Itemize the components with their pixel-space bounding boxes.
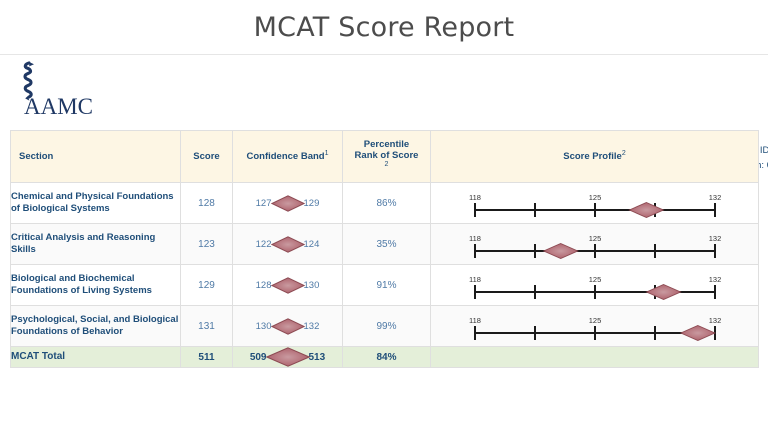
confidence-band-diamond-icon [270, 276, 305, 294]
score-profile-text: Score Profile [563, 151, 622, 163]
band-high-value: 130 [303, 279, 320, 291]
aamc-logo: AAMC [10, 61, 114, 123]
cell-section-name: Psychological, Social, and Biological Fo… [10, 305, 181, 347]
total-band-low-value: 509 [249, 351, 267, 363]
confidence-band-text: Confidence Band [246, 151, 325, 163]
cell-section-name: Biological and Biochemical Foundations o… [10, 264, 181, 306]
percentile-line-1: Percentile [363, 139, 410, 151]
cell-percentile-rank: 99% [342, 305, 431, 347]
cell-confidence-band: 130 132 [232, 305, 343, 347]
svg-text:125: 125 [588, 193, 601, 202]
cell-percentile-rank: 86% [342, 182, 431, 224]
title-bar: MCAT Score Report [0, 0, 768, 55]
confidence-band-diamond-icon [270, 235, 305, 253]
svg-text:118: 118 [469, 275, 481, 284]
score-profile-footnote-marker: 2 [621, 150, 626, 158]
date-of-birth-value: 0 [767, 160, 768, 171]
table-row: Psychological, Social, and Biological Fo… [10, 305, 759, 347]
score-profile-chart: 118 125 132 [431, 265, 758, 305]
svg-text:125: 125 [588, 316, 601, 325]
table-row: Chemical and Physical Foundations of Bio… [10, 182, 759, 224]
band-low-value: 130 [255, 320, 272, 332]
score-profile-chart: 118 125 132 [431, 306, 758, 346]
table-row: Biological and Biochemical Foundations o… [10, 264, 759, 306]
column-header-percentile-rank: Percentile Rank of Score 2 [342, 130, 431, 183]
cell-total-percentile: 84% [342, 346, 431, 368]
cell-score-profile: 118 125 132 [430, 223, 759, 265]
column-header-confidence-band: Confidence Band1 [232, 130, 343, 183]
band-high-value: 124 [303, 238, 320, 250]
table-row-total: MCAT Total 511 509 513 84% [10, 346, 759, 368]
percentile-footnote-marker: 2 [384, 161, 389, 169]
cell-score-profile: 118 125 132 [430, 305, 759, 347]
score-table: Section Score Confidence Band1 Percentil… [10, 130, 759, 368]
aamc-wordmark: AAMC [24, 94, 94, 119]
svg-text:132: 132 [708, 234, 721, 243]
table-row: Critical Analysis and Reasoning Skills 12… [10, 223, 759, 265]
cell-confidence-band: 127 129 [232, 182, 343, 224]
column-header-score: Score [180, 130, 233, 183]
table-header-row: Section Score Confidence Band1 Percentil… [10, 130, 759, 183]
cell-score-profile: 118 125 132 [430, 182, 759, 224]
percentile-line-2: Rank of Score [354, 150, 419, 162]
band-low-value: 127 [255, 197, 272, 209]
cell-total-score-profile [430, 346, 759, 368]
column-header-score-profile: Score Profile2 [430, 130, 759, 183]
table-body: Chemical and Physical Foundations of Bio… [10, 182, 759, 368]
svg-text:132: 132 [708, 193, 721, 202]
svg-text:118: 118 [469, 316, 481, 325]
confidence-band-diamond-icon [270, 194, 305, 212]
confidence-band-footnote-marker: 1 [324, 150, 329, 158]
rod-of-asclepius-icon [16, 61, 44, 106]
column-header-section: Section [10, 130, 181, 183]
cell-score: 131 [180, 305, 233, 347]
cell-score-profile: 118 125 132 [430, 264, 759, 306]
total-band-high-value: 513 [308, 351, 326, 363]
cell-total-label: MCAT Total [10, 346, 181, 368]
cell-percentile-rank: 35% [342, 223, 431, 265]
page-title: MCAT Score Report [253, 11, 515, 43]
total-confidence-band-diamond-icon [265, 347, 310, 367]
svg-text:118: 118 [469, 193, 481, 202]
cell-total-confidence-band: 509 513 [232, 346, 343, 368]
svg-text:118: 118 [469, 234, 481, 243]
cell-confidence-band: 122 124 [232, 223, 343, 265]
cell-section-name: Chemical and Physical Foundations of Bio… [10, 182, 181, 224]
cell-score: 128 [180, 182, 233, 224]
cell-percentile-rank: 91% [342, 264, 431, 306]
svg-text:132: 132 [708, 275, 721, 284]
band-high-value: 132 [303, 320, 320, 332]
band-high-value: 129 [303, 197, 320, 209]
score-profile-chart: 118 125 132 [431, 183, 758, 223]
cell-score: 123 [180, 223, 233, 265]
score-profile-chart: 118 125 132 [431, 224, 758, 264]
table-header: Section Score Confidence Band1 Percentil… [10, 130, 759, 183]
band-low-value: 128 [255, 279, 272, 291]
cell-score: 129 [180, 264, 233, 306]
svg-text:125: 125 [588, 234, 601, 243]
svg-text:132: 132 [708, 316, 721, 325]
cell-total-score: 511 [180, 346, 233, 368]
svg-text:125: 125 [588, 275, 601, 284]
score-table-wrapper: Section Score Confidence Band1 Percentil… [10, 130, 759, 368]
cell-confidence-band: 128 130 [232, 264, 343, 306]
cell-section-name: Critical Analysis and Reasoning Skills [10, 223, 181, 265]
confidence-band-diamond-icon [270, 317, 305, 335]
examinee-header: AAMC Name: KAYLA SWITALLA Exam Date: 06/… [0, 55, 768, 171]
band-low-value: 122 [255, 238, 272, 250]
